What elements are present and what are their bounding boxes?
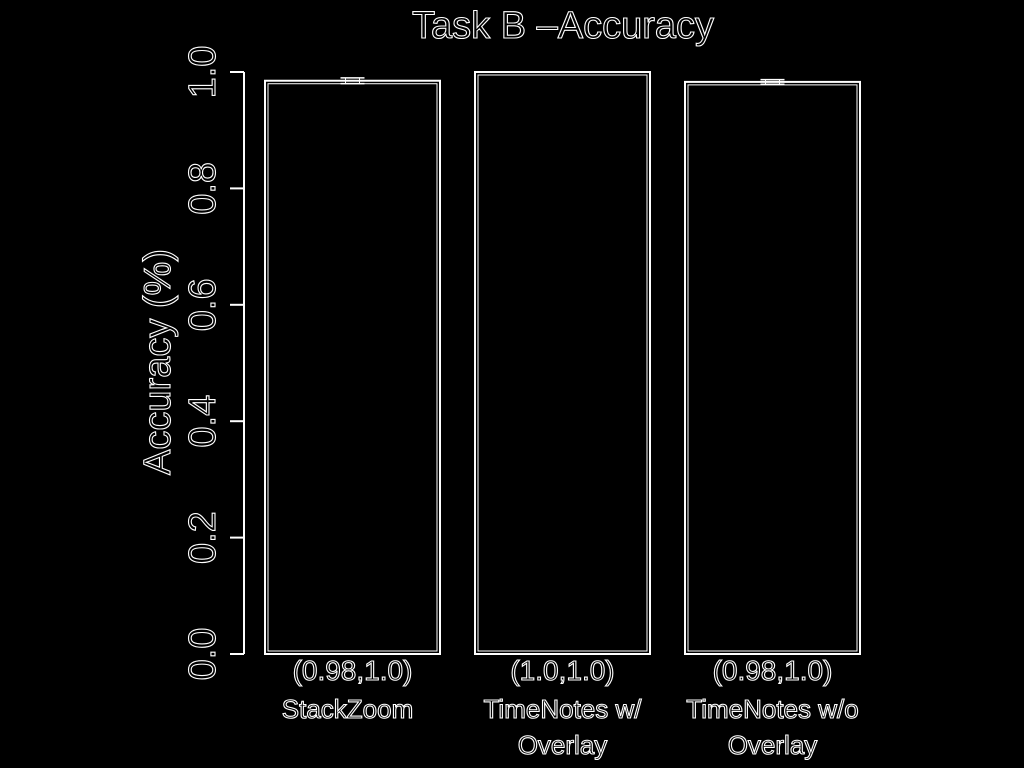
chart-title: Task B –Accuracy bbox=[412, 5, 714, 47]
category-label: StackZoom bbox=[282, 694, 414, 724]
category-label: TimeNotes w/o bbox=[686, 694, 858, 724]
y-tick-label: 0.0 bbox=[182, 628, 224, 681]
bar bbox=[264, 79, 441, 656]
bar bbox=[684, 80, 861, 656]
bar bbox=[474, 71, 651, 655]
bar-inner-outline bbox=[477, 74, 648, 652]
y-tick-label: 0.6 bbox=[182, 278, 224, 331]
bar-inner-outline bbox=[267, 83, 438, 652]
x-axis-labels: (0.98,1.0) StackZoom (1.0,1.0) TimeNotes w/… bbox=[281, 654, 859, 760]
interval-label: (0.98,1.0) bbox=[293, 655, 413, 686]
y-tick-label: 0.2 bbox=[182, 511, 224, 564]
interval-label: (0.98,1.0) bbox=[713, 655, 833, 686]
y-tick-label: 1.0 bbox=[182, 46, 224, 99]
y-axis: 0.0 0.2 0.4 0.6 0.8 1.0 bbox=[181, 45, 245, 681]
y-tick-label: 0.4 bbox=[182, 395, 224, 448]
bar-inner-outline bbox=[687, 84, 858, 652]
interval-label: (1.0,1.0) bbox=[510, 655, 614, 686]
category-label: TimeNotes w/ bbox=[484, 694, 643, 724]
category-label: Overlay bbox=[518, 730, 608, 760]
bars bbox=[264, 71, 861, 656]
category-label: Overlay bbox=[728, 730, 818, 760]
y-tick-label: 0.8 bbox=[182, 162, 224, 215]
y-axis-label: Accuracy (%) bbox=[137, 249, 179, 475]
